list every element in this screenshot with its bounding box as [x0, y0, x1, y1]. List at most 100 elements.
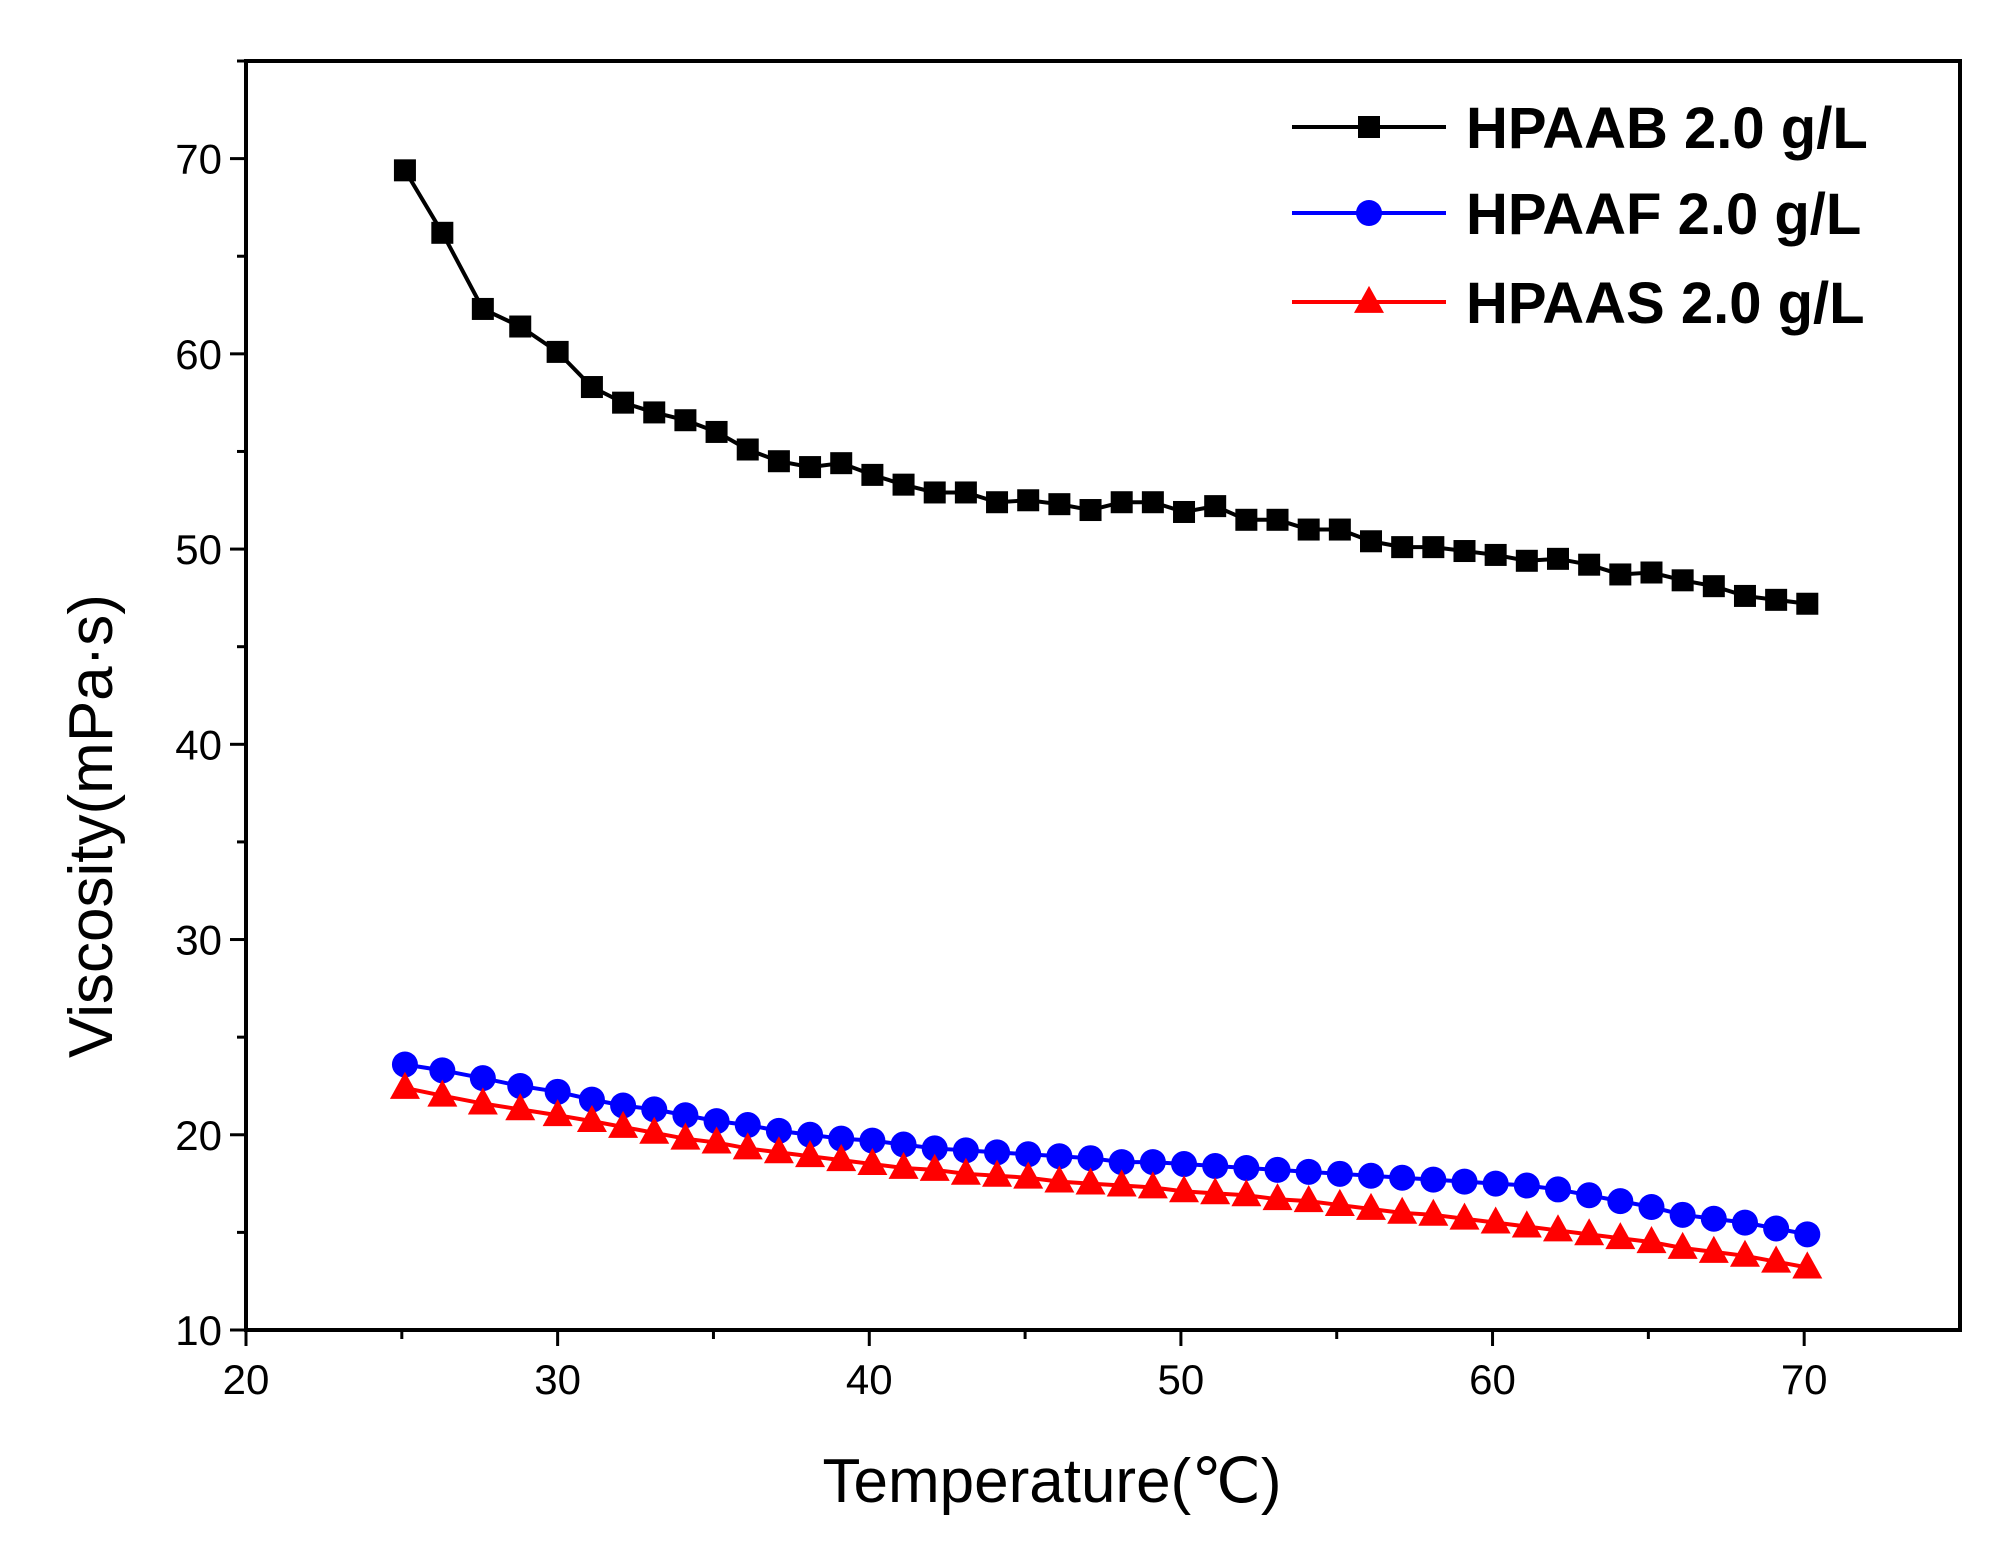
- data-point: [1638, 1194, 1665, 1221]
- data-point: [1513, 1172, 1540, 1199]
- data-point: [1204, 495, 1227, 518]
- x-tick-label: 50: [1158, 1356, 1205, 1403]
- data-point: [1141, 491, 1164, 514]
- data-point: [1420, 1166, 1447, 1193]
- data-point: [1200, 1177, 1231, 1205]
- data-point: [1387, 1196, 1418, 1224]
- data-point: [765, 1117, 792, 1144]
- data-point: [828, 1125, 855, 1152]
- data-point: [1015, 1141, 1042, 1168]
- data-point: [546, 340, 569, 363]
- data-point: [1108, 1149, 1135, 1176]
- y-tick-label: 10: [175, 1307, 222, 1354]
- data-point: [670, 1122, 701, 1150]
- data-point: [1702, 575, 1725, 598]
- data-point: [542, 1099, 573, 1127]
- data-point: [1169, 1175, 1200, 1203]
- data-point: [705, 420, 728, 443]
- data-point: [888, 1151, 919, 1179]
- data-point: [1075, 1167, 1106, 1195]
- data-point: [1356, 1192, 1387, 1220]
- data-point: [1667, 1231, 1698, 1259]
- data-point: [1233, 1154, 1260, 1181]
- data-point: [608, 1110, 639, 1138]
- x-tick-label: 40: [846, 1356, 893, 1403]
- data-point: [767, 450, 790, 473]
- x-tick-label: 20: [223, 1356, 270, 1403]
- data-point: [1046, 1143, 1073, 1170]
- data-point: [1235, 508, 1258, 531]
- data-point: [1110, 491, 1133, 514]
- data-point: [1389, 1164, 1416, 1191]
- series-square: [393, 159, 1819, 615]
- data-point: [734, 1112, 761, 1139]
- data-point: [1484, 543, 1507, 566]
- data-point: [1733, 584, 1756, 607]
- data-point: [892, 473, 915, 496]
- data-point: [641, 1096, 668, 1123]
- data-point: [643, 401, 666, 424]
- x-tick-label: 70: [1781, 1356, 1828, 1403]
- data-point: [736, 438, 759, 461]
- data-point: [427, 1079, 458, 1107]
- data-point: [1295, 1158, 1322, 1185]
- data-point: [1576, 1182, 1603, 1209]
- data-point: [861, 463, 884, 486]
- data-point: [1636, 1226, 1667, 1254]
- data-point: [799, 456, 822, 479]
- data-point: [1669, 1201, 1696, 1228]
- data-point: [1077, 1145, 1104, 1172]
- data-point: [1328, 518, 1351, 541]
- data-point: [1297, 518, 1320, 541]
- data-point: [1515, 549, 1538, 572]
- data-point: [1792, 1251, 1823, 1279]
- legend-label: HPAAS 2.0 g/L: [1466, 271, 1865, 336]
- data-point: [1139, 1149, 1166, 1176]
- data-point: [1671, 569, 1694, 592]
- data-point: [507, 1072, 534, 1099]
- data-point: [950, 1157, 981, 1185]
- y-tick-label: 30: [175, 917, 222, 964]
- data-point: [1106, 1169, 1137, 1197]
- data-point: [1266, 508, 1289, 531]
- data-point: [1605, 1222, 1636, 1250]
- data-point: [1511, 1210, 1542, 1238]
- data-point: [1607, 1188, 1634, 1215]
- data-point: [393, 159, 416, 182]
- data-point: [890, 1131, 917, 1158]
- data-point: [1731, 1209, 1758, 1236]
- data-point: [1202, 1153, 1229, 1180]
- x-tick-label: 60: [1469, 1356, 1516, 1403]
- data-point: [1391, 536, 1414, 559]
- data-point: [1700, 1205, 1727, 1232]
- data-point: [1698, 1235, 1729, 1263]
- data-point: [1013, 1161, 1044, 1189]
- data-point: [1794, 1221, 1821, 1248]
- data-point: [391, 1051, 418, 1078]
- data-point: [763, 1136, 794, 1164]
- data-point: [610, 1092, 637, 1119]
- data-point: [612, 391, 635, 414]
- data-point: [826, 1144, 857, 1172]
- data-point: [1449, 1202, 1480, 1230]
- data-point: [986, 491, 1009, 514]
- y-tick-label: 40: [175, 721, 222, 768]
- data-point: [471, 297, 494, 320]
- data-point: [1578, 553, 1601, 576]
- data-point: [857, 1147, 888, 1175]
- data-point: [1480, 1206, 1511, 1234]
- data-point: [509, 315, 532, 338]
- data-point: [1640, 561, 1663, 584]
- data-point: [1360, 530, 1383, 553]
- data-point: [505, 1093, 536, 1121]
- legend-marker: [1358, 116, 1380, 138]
- data-point: [429, 1057, 456, 1084]
- x-axis-title: Temperature(℃): [823, 1447, 1282, 1516]
- y-axis-title: Viscosity(mPa·s): [57, 594, 126, 1058]
- data-point: [701, 1126, 732, 1154]
- data-point: [469, 1065, 496, 1092]
- series-circle: [391, 1051, 1821, 1248]
